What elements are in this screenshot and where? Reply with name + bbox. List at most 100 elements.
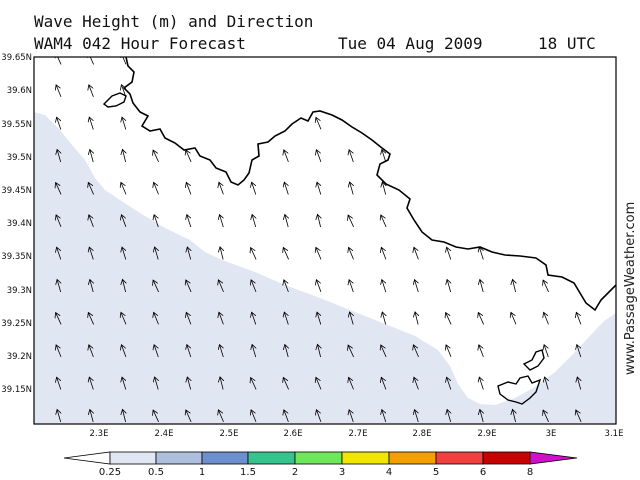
lat-label: 39.35N (1, 252, 32, 262)
direction-arrow (89, 85, 94, 98)
direction-arrow (447, 247, 452, 260)
lon-label: 3.1E (605, 429, 624, 439)
direction-arrow (544, 345, 549, 358)
direction-arrow (88, 313, 94, 325)
direction-arrow (447, 280, 451, 293)
direction-arrow (317, 182, 321, 195)
direction-arrow (349, 247, 354, 260)
direction-arrow (513, 409, 516, 423)
direction-arrow (382, 410, 386, 423)
lat-label: 39.2N (7, 352, 32, 362)
lon-label: 2.8E (413, 429, 432, 439)
direction-arrow (218, 280, 224, 293)
direction-arrow (220, 215, 224, 228)
direction-arrow (121, 345, 127, 358)
legend-swatch (63, 451, 111, 465)
direction-arrow (57, 117, 62, 130)
direction-arrow (90, 410, 93, 423)
direction-arrow (316, 117, 322, 130)
direction-arrow (122, 377, 126, 390)
direction-arrow (284, 182, 288, 195)
lat-label: 39.45N (1, 186, 32, 196)
coastline (122, 57, 616, 312)
direction-arrow (316, 150, 322, 163)
direction-arrow (543, 410, 549, 423)
direction-arrow (186, 312, 192, 325)
direction-arrow (479, 247, 483, 260)
legend-swatch (529, 451, 578, 465)
lat-label: 39.5N (7, 153, 32, 163)
direction-arrow (220, 345, 224, 358)
direction-arrow (251, 280, 257, 293)
direction-arrow (56, 345, 62, 358)
direction-arrow (220, 247, 223, 260)
wave-height-legend: 0.25 0.5 1 1.5 2 3 4 5 6 8 (63, 451, 578, 478)
legend-swatch (482, 451, 531, 465)
direction-arrow (350, 182, 354, 195)
lat-label: 39.4N (7, 219, 32, 229)
direction-arrow (415, 280, 419, 293)
direction-arrow (122, 117, 126, 130)
direction-arrow (90, 280, 93, 293)
direction-arrow (89, 215, 94, 228)
lat-label: 39.65N (1, 53, 32, 63)
legend-label: 4 (386, 467, 392, 478)
legend-swatch (388, 451, 437, 465)
direction-arrow (89, 377, 93, 390)
direction-arrow (318, 214, 321, 228)
legend-swatch (155, 451, 203, 465)
direction-arrow (283, 378, 289, 390)
direction-arrow (284, 150, 289, 163)
legend-swatch (294, 451, 343, 465)
direction-arrow (414, 247, 419, 260)
legend-label: 5 (433, 467, 439, 478)
direction-arrow (187, 247, 190, 260)
direction-arrow (513, 279, 516, 293)
direction-arrow (218, 410, 224, 423)
islet (102, 92, 127, 108)
direction-arrow (121, 182, 127, 195)
lon-label: 2.9E (478, 429, 497, 439)
direction-arrow (251, 378, 257, 390)
legend-swatch (435, 451, 484, 465)
direction-arrow (57, 410, 61, 423)
direction-arrow (316, 280, 322, 293)
direction-arrow (285, 215, 288, 228)
direction-arrow (479, 377, 483, 390)
legend-swatch (247, 451, 296, 465)
lon-label: 2.3E (90, 429, 109, 439)
direction-arrow (153, 280, 159, 293)
direction-arrow (318, 344, 321, 358)
direction-arrow (414, 377, 419, 390)
direction-arrow (186, 182, 192, 195)
direction-arrow (348, 215, 354, 228)
watermark: www.PassageWeather.com (623, 202, 638, 375)
direction-arrow (251, 248, 257, 260)
direction-arrow (480, 280, 483, 293)
direction-arrow (284, 280, 289, 293)
direction-arrow (317, 312, 321, 325)
direction-arrow (88, 183, 94, 195)
direction-arrow (154, 182, 159, 195)
watermark-text: www.PassageWeather.com (623, 202, 638, 375)
direction-arrow (480, 410, 483, 423)
direction-arrow (348, 345, 354, 358)
direction-arrow (89, 117, 93, 130)
direction-arrow (154, 312, 159, 325)
direction-arrow (545, 377, 549, 390)
direction-arrow (56, 313, 62, 325)
direction-arrow (381, 345, 387, 358)
direction-arrow (186, 150, 192, 163)
direction-arrow (187, 377, 190, 390)
direction-arrow (89, 247, 93, 260)
direction-arrow (446, 313, 452, 325)
direction-arrow (122, 247, 126, 260)
direction-arrow (511, 312, 517, 325)
direction-arrow (381, 215, 387, 228)
legend-label: 1 (199, 467, 205, 478)
direction-arrow (382, 280, 386, 293)
direction-arrow (381, 247, 387, 260)
direction-arrow (57, 377, 62, 390)
lon-label: 3E (546, 429, 557, 439)
